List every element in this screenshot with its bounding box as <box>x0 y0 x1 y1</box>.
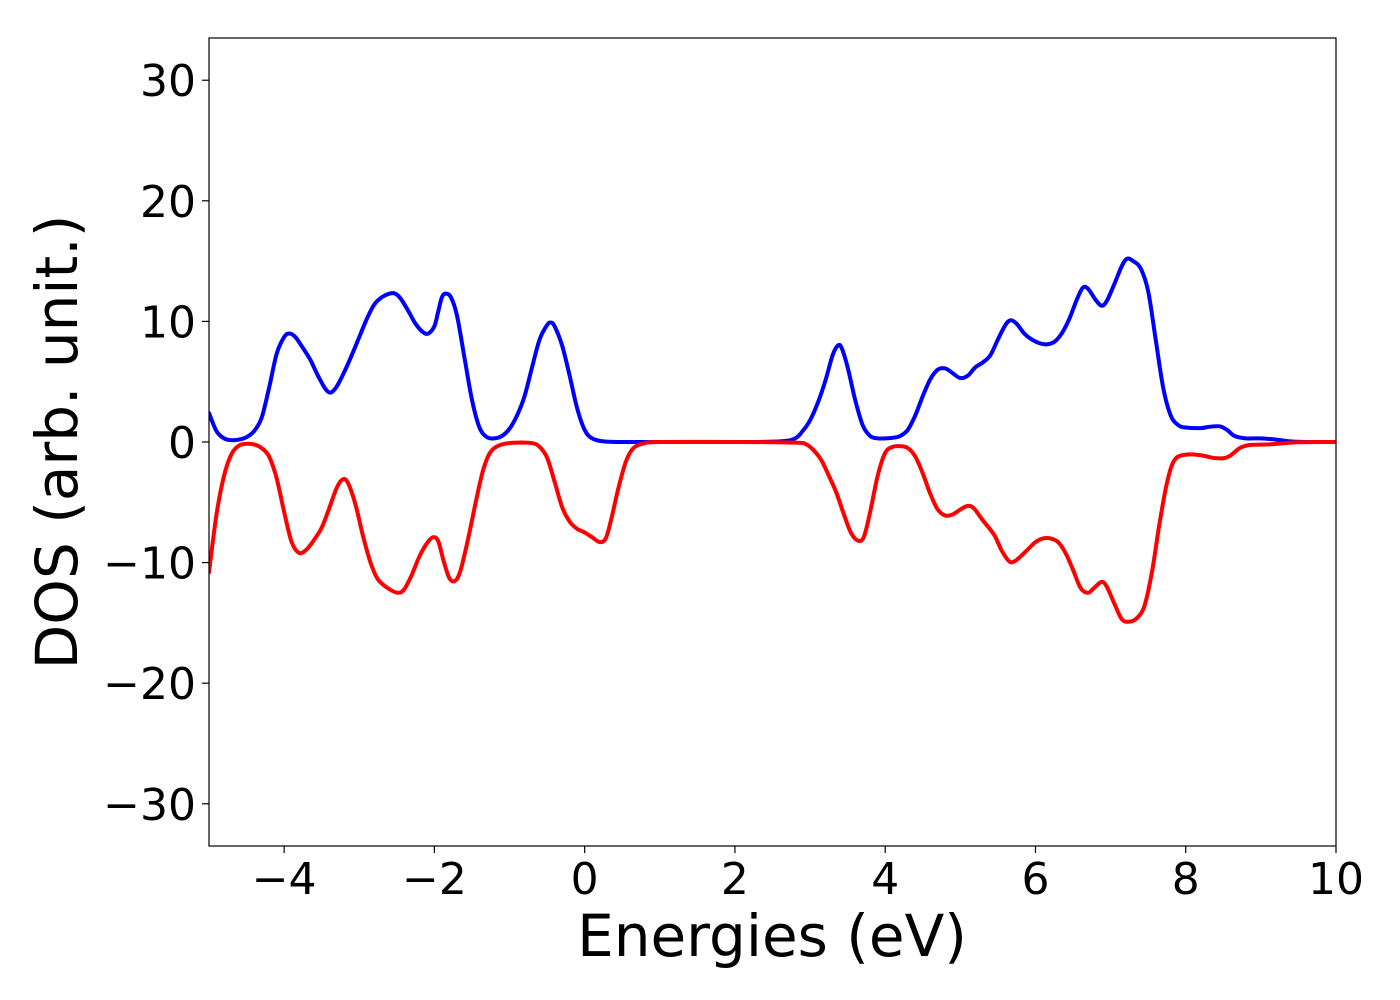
series-line-2 <box>209 439 1336 624</box>
y-axis-ticks: 30 20 10 0 −10 −20 −30 <box>103 56 209 831</box>
series-layer <box>209 256 1336 624</box>
x-axis-ticks: −4 −2 0 2 4 6 8 10 <box>252 846 1364 905</box>
x-tick-label: 8 <box>1172 854 1200 905</box>
series-line-1 <box>209 256 1336 445</box>
x-tick-label: 2 <box>721 854 749 905</box>
y-tick-label: 30 <box>140 56 196 107</box>
x-tick-label: 6 <box>1021 854 1049 905</box>
y-tick-label: −20 <box>103 659 196 710</box>
x-tick-label: −4 <box>252 854 317 905</box>
y-tick-label: −10 <box>103 539 196 590</box>
x-tick-label: 10 <box>1308 854 1364 905</box>
y-tick-label: 0 <box>168 418 196 469</box>
y-tick-label: −30 <box>103 780 196 831</box>
y-tick-label: 20 <box>140 177 196 228</box>
x-tick-label: −2 <box>402 854 467 905</box>
x-tick-label: 4 <box>871 854 899 905</box>
x-axis-label: Energies (eV) <box>577 902 967 970</box>
y-axis-label: DOS (arb. unit.) <box>23 215 91 670</box>
y-tick-label: 10 <box>140 297 196 348</box>
x-tick-label: 0 <box>571 854 599 905</box>
